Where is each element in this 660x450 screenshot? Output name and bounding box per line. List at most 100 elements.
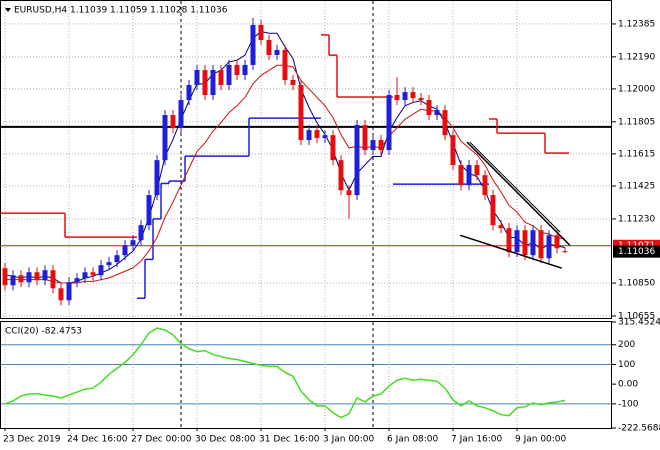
candle-body — [450, 135, 456, 166]
candle-body — [506, 228, 512, 253]
trendline — [459, 234, 563, 269]
candle-body — [114, 255, 120, 263]
candle-body — [106, 262, 112, 266]
x-tick-label: 23 Dec 2019 — [3, 435, 61, 445]
candle-body — [66, 282, 72, 301]
candle-body — [562, 251, 568, 253]
candle-body — [458, 165, 464, 186]
candle-body — [122, 245, 128, 256]
candle-body — [346, 190, 352, 196]
candle-body — [154, 160, 160, 196]
candle-body — [330, 135, 336, 161]
candle-body — [210, 70, 216, 96]
candle-body — [546, 235, 552, 259]
candle-body — [266, 39, 272, 55]
candle-body — [490, 195, 496, 226]
y-tick-label: 1.11805 — [618, 117, 655, 127]
y-tick-label: 1.11425 — [618, 181, 655, 191]
y-tick-label: 1.11615 — [618, 149, 655, 159]
candle-body — [434, 110, 440, 116]
candle-body — [282, 49, 288, 80]
candle-body — [138, 225, 144, 241]
x-tick-label: 3 Jan 00:00 — [323, 435, 375, 445]
candle-body — [386, 95, 392, 151]
x-tick-label: 30 Dec 08:00 — [195, 435, 256, 445]
ask-tag — [613, 239, 660, 251]
candle-body — [162, 115, 168, 161]
candle-body — [90, 272, 96, 276]
candle-body — [242, 64, 248, 76]
candle-body — [18, 275, 24, 283]
candle-body — [274, 49, 280, 55]
candle-body — [306, 130, 312, 141]
candle-body — [394, 95, 400, 101]
x-tick-label: 31 Dec 16:00 — [259, 435, 320, 445]
candle-body — [258, 24, 264, 40]
y-tick-label: 1.10655 — [618, 311, 655, 321]
candle-body — [74, 278, 80, 283]
candle-body — [498, 225, 504, 229]
x-tick-label: 27 Dec 00:00 — [131, 435, 192, 445]
candle-body — [378, 140, 384, 151]
candle-body — [442, 110, 448, 136]
candle-body — [34, 272, 40, 281]
cci-label: CCI(20) -82.4753 — [5, 327, 82, 337]
candle-body — [234, 64, 240, 76]
candle-body — [482, 175, 488, 196]
candle-body — [522, 230, 528, 256]
cci-y-tick-label: 100 — [618, 360, 635, 370]
candle-body — [178, 100, 184, 129]
candle-body — [42, 270, 48, 281]
x-tick-label: 7 Jan 16:00 — [451, 435, 503, 445]
candle-body — [98, 265, 104, 276]
candle-body — [410, 92, 416, 99]
y-tick-label: 1.12000 — [618, 84, 655, 94]
candle-body — [226, 64, 232, 86]
candle-body — [474, 165, 480, 176]
cci-y-tick-label: 315.4524 — [618, 318, 660, 328]
candle-body — [186, 85, 192, 101]
main-frame — [0, 0, 612, 319]
candle-body — [402, 92, 408, 101]
candle-body — [250, 24, 256, 65]
cci-frame — [0, 321, 612, 429]
candle-body — [362, 125, 368, 151]
x-tick-label: 6 Jan 08:00 — [387, 435, 439, 445]
title-icon — [5, 8, 11, 12]
candle-body — [354, 125, 360, 196]
candle-body — [146, 195, 152, 226]
candle-body — [338, 160, 344, 191]
candle-body — [466, 165, 472, 186]
cci-line — [4, 327, 566, 419]
candle-body — [26, 272, 32, 283]
x-tick-label: 24 Dec 16:00 — [67, 435, 128, 445]
candle-body — [194, 70, 200, 86]
candle-body — [290, 79, 296, 86]
candle-body — [10, 275, 16, 286]
candle-body — [130, 240, 136, 246]
candle-body — [2, 268, 8, 286]
y-tick-label: 1.12385 — [618, 19, 655, 29]
candle-body — [554, 235, 560, 249]
y-tick-label: 1.11230 — [618, 214, 655, 224]
cci-y-tick-label: 200 — [618, 340, 635, 350]
candle-body — [50, 270, 56, 289]
cci-y-tick-label: -222.5688 — [618, 424, 660, 434]
candle-body — [370, 140, 376, 151]
candle-body — [82, 272, 88, 279]
candle-body — [418, 98, 424, 101]
y-tick-label: 1.12190 — [618, 52, 655, 62]
candle-body — [170, 115, 176, 129]
bid-tag — [613, 245, 660, 258]
trendline — [469, 141, 561, 233]
bid-tag-label: 1.11036 — [618, 247, 655, 257]
cci-y-tick-label: -100 — [618, 399, 639, 409]
candle-body — [538, 230, 544, 259]
x-tick-label: 9 Jan 00:00 — [515, 435, 567, 445]
candle-body — [514, 230, 520, 253]
candle-body — [202, 70, 208, 96]
y-tick-label: 1.10850 — [618, 279, 655, 289]
